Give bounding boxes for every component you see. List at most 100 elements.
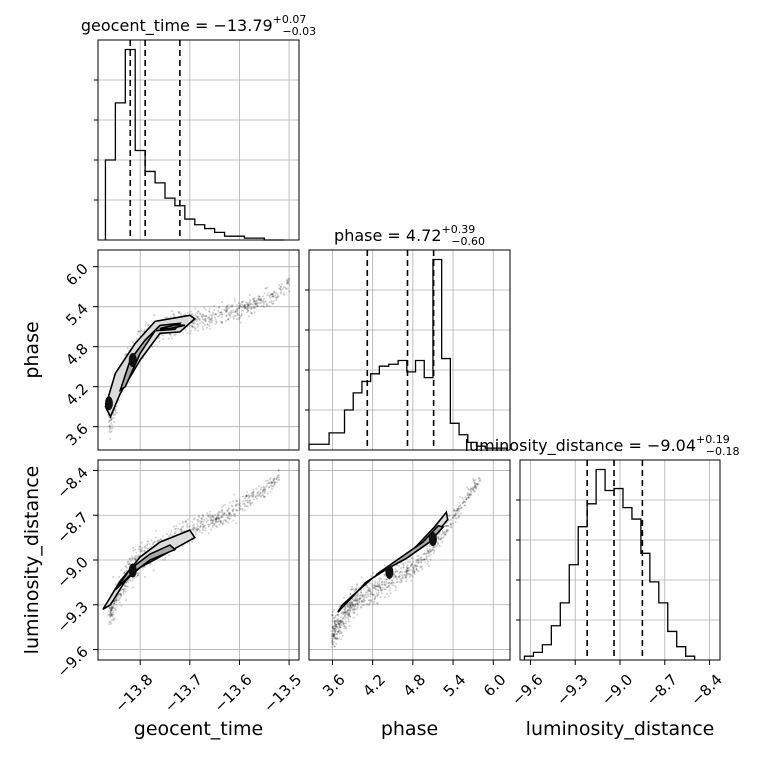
sample-point [203, 524, 206, 527]
sample-point [338, 632, 341, 635]
sample-point [469, 488, 472, 491]
sample-point [333, 620, 336, 623]
sample-point [372, 603, 375, 606]
sample-point [266, 304, 269, 307]
sample-point [208, 316, 211, 319]
sample-point [358, 594, 361, 597]
sample-point [343, 611, 346, 614]
sample-point [393, 577, 396, 580]
sample-point [264, 300, 267, 303]
tick-label-x-luminosity_distance-3: −8.7 [643, 671, 681, 709]
sample-point [369, 592, 372, 595]
sample-point [394, 574, 397, 577]
sample-point [240, 301, 243, 304]
sample-point [370, 583, 373, 586]
sample-point [399, 567, 402, 570]
sample-point [184, 313, 187, 316]
sample-point [356, 600, 359, 603]
sample-point [376, 594, 379, 597]
sample-point [397, 575, 400, 578]
sample-point [271, 293, 274, 296]
sample-point [259, 492, 262, 495]
sample-point [138, 554, 141, 557]
sample-point [196, 317, 199, 320]
sample-point [109, 424, 112, 427]
sample-point [359, 594, 362, 597]
sample-point [353, 599, 356, 602]
sample-point [193, 526, 196, 529]
sample-point [337, 630, 340, 633]
sample-point [132, 546, 135, 549]
sample-point [459, 507, 462, 510]
sample-point [355, 587, 358, 590]
sample-point [126, 585, 129, 588]
sample-point [377, 585, 380, 588]
sample-point [218, 311, 221, 314]
sample-point [447, 524, 450, 527]
sample-point [361, 604, 364, 607]
sample-point [391, 584, 394, 587]
sample-point [413, 572, 416, 575]
sample-point [338, 623, 341, 626]
sample-point [109, 615, 112, 618]
sample-point [352, 608, 355, 611]
sample-point [249, 311, 252, 314]
sample-point [206, 519, 209, 522]
sample-point [274, 292, 277, 295]
sample-point [109, 613, 112, 616]
sample-point [114, 599, 117, 602]
sample-point [131, 586, 134, 589]
sample-point [408, 573, 411, 576]
sample-point [361, 595, 364, 598]
sample-point [347, 602, 350, 605]
sample-point [356, 602, 359, 605]
sample-point [454, 514, 457, 517]
sample-point [114, 413, 117, 416]
sample-point [269, 477, 272, 480]
sample-point [143, 549, 146, 552]
sample-point [211, 522, 214, 525]
sample-point [252, 298, 255, 301]
sample-point [191, 521, 194, 524]
sample-point [196, 529, 199, 532]
sample-point [257, 298, 260, 301]
sample-point [217, 520, 220, 523]
sample-point [334, 627, 337, 630]
sample-point [377, 585, 380, 588]
sample-point [474, 478, 477, 481]
sample-point [209, 513, 212, 516]
title-phase: phase = 4.72+0.39 −0.60 [334, 223, 485, 248]
sample-point [219, 320, 222, 323]
sample-point [447, 529, 450, 532]
sample-point [342, 622, 345, 625]
sample-point [439, 537, 442, 540]
sample-point [108, 419, 111, 422]
sample-point [256, 304, 259, 307]
sample-point [140, 550, 143, 553]
sample-point [122, 591, 125, 594]
sample-point [383, 588, 386, 591]
sample-point [335, 626, 338, 629]
sample-point [405, 570, 408, 573]
sample-point [335, 628, 338, 631]
sample-point [474, 482, 477, 485]
sample-point [445, 525, 448, 528]
sample-point [228, 314, 231, 317]
sample-point [148, 542, 151, 545]
sample-point [333, 627, 336, 630]
sample-point [331, 632, 334, 635]
sample-point [113, 602, 116, 605]
sample-point [243, 502, 246, 505]
sample-point [365, 584, 368, 587]
sample-point [220, 515, 223, 518]
sample-point [365, 603, 368, 606]
sample-point [243, 304, 246, 307]
sample-point [456, 507, 459, 510]
sample-point [236, 509, 239, 512]
sample-point [208, 324, 211, 327]
sample-point [115, 597, 118, 600]
sample-point [287, 277, 290, 280]
sample-point [115, 411, 118, 414]
sample-point [473, 490, 476, 493]
sample-point [337, 617, 340, 620]
